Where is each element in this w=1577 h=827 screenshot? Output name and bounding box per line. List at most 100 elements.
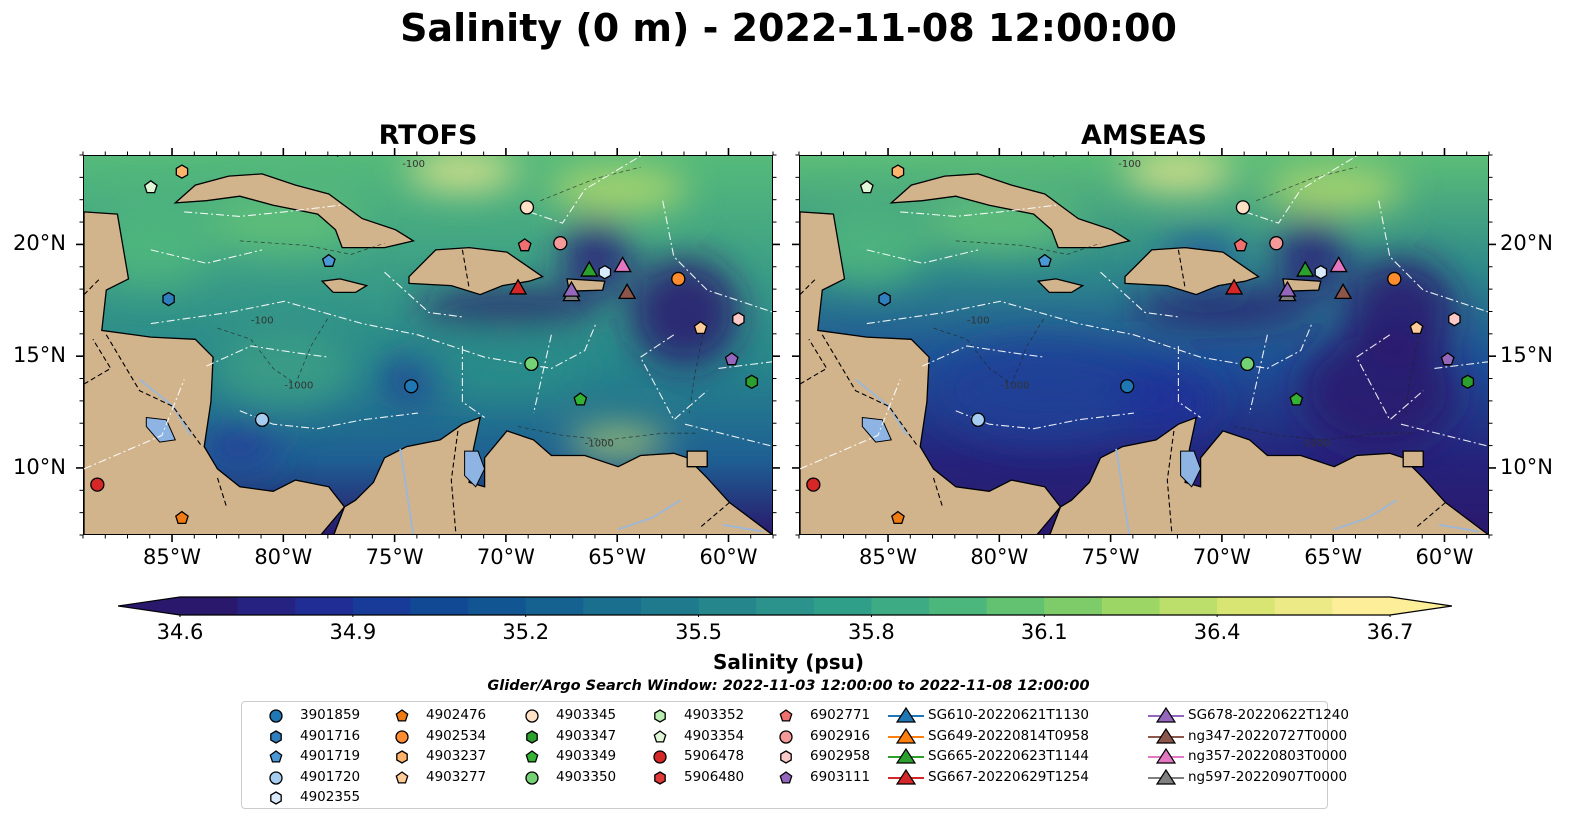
legend-marker	[653, 750, 667, 764]
legend-marker-shape[interactable]	[779, 770, 793, 784]
legend-marker-shape[interactable]	[525, 750, 539, 763]
legend-marker-shape[interactable]	[269, 709, 283, 723]
platform-SG678-20220622T1240[interactable]	[562, 280, 581, 297]
platform-5906478[interactable]	[90, 477, 105, 492]
platform-6902958[interactable]	[732, 311, 745, 327]
legend-label: SG665-20220623T1144	[928, 748, 1089, 764]
platform-SG667-20220629T1254[interactable]	[1224, 278, 1244, 295]
land-trinidad	[1402, 450, 1424, 468]
platform-4903350[interactable]	[1240, 356, 1255, 372]
colorbar	[117, 595, 1453, 617]
platform-ng357-20220803T0000[interactable]	[613, 256, 632, 273]
legend-marker-shape[interactable]	[526, 729, 538, 744]
platform-6902958[interactable]	[1448, 311, 1461, 327]
platform-4902534[interactable]	[671, 271, 686, 287]
contour-label: -100	[251, 316, 274, 327]
platform-4903347[interactable]	[745, 374, 759, 390]
platform-4903347[interactable]	[1461, 374, 1475, 390]
platform-SG665-20220623T1144[interactable]	[1296, 260, 1315, 277]
contour-label: -1000	[1000, 380, 1029, 391]
platform-4903237[interactable]	[175, 164, 189, 179]
colorbar-bin	[180, 597, 239, 615]
legend-marker-shape[interactable]	[269, 770, 283, 785]
platform-4903345[interactable]	[519, 200, 535, 215]
colorbar-bin	[871, 597, 930, 615]
platform-ng347-20220727T0000[interactable]	[1333, 282, 1353, 300]
platform-4901719[interactable]	[1037, 253, 1052, 267]
platform-SG667-20220629T1254[interactable]	[508, 278, 528, 295]
legend-marker-shape[interactable]	[653, 729, 667, 743]
platform-4903345[interactable]	[1235, 200, 1251, 215]
platform-3901859[interactable]	[404, 379, 419, 394]
platform-4903354[interactable]	[143, 179, 158, 194]
legend-marker-shape[interactable]	[779, 709, 793, 722]
legend-marker-shape[interactable]	[525, 770, 539, 785]
legend-marker-shape[interactable]	[525, 709, 539, 723]
lake-1	[861, 416, 893, 443]
legend-marker-shape[interactable]	[395, 729, 409, 744]
platform-3901859[interactable]	[1120, 379, 1135, 394]
legend-marker-shape[interactable]	[779, 729, 793, 744]
platform-6902771[interactable]	[1233, 238, 1248, 252]
legend-marker	[1148, 747, 1184, 764]
legend-marker	[395, 709, 409, 722]
platform-4903354[interactable]	[859, 179, 874, 194]
legend-marker	[653, 729, 667, 743]
platform-4902355[interactable]	[598, 264, 612, 280]
colorbar-bin	[986, 597, 1045, 615]
legend-marker-shape[interactable]	[653, 750, 667, 764]
legend-marker-shape[interactable]	[396, 750, 408, 764]
platform-4901720[interactable]	[254, 412, 270, 427]
bathymetry-contours	[933, 166, 1420, 441]
colorbar-bin	[295, 597, 354, 615]
colorbar-tick-label: 34.9	[329, 620, 377, 644]
lake-0	[464, 450, 486, 488]
legend-marker-shape[interactable]	[269, 750, 283, 763]
legend-marker-shape[interactable]	[780, 750, 792, 764]
platform-4903349[interactable]	[1289, 392, 1304, 406]
platform-4903349[interactable]	[573, 392, 588, 406]
platform-4903350[interactable]	[524, 356, 539, 372]
platform-4901719[interactable]	[321, 253, 336, 267]
map-amseas[interactable]: -100 -1000 -1000 -100	[799, 155, 1489, 535]
contour-label: -100	[967, 316, 990, 327]
platform-4902534[interactable]	[1387, 271, 1402, 287]
legend-marker-shape[interactable]	[270, 791, 282, 805]
lon-tick-label: 85°W	[143, 545, 202, 569]
legend-marker-shape[interactable]	[270, 729, 282, 744]
legend-marker-shape[interactable]	[654, 709, 666, 723]
colorbar-tick-label: 35.2	[502, 620, 550, 644]
platform-ng347-20220727T0000[interactable]	[617, 282, 637, 300]
salinity-patches	[90, 156, 740, 467]
platform-4902476[interactable]	[891, 510, 905, 525]
colorbar-tick-label: 34.6	[156, 620, 204, 644]
platform-6903111[interactable]	[724, 352, 739, 366]
platform-SG665-20220623T1144[interactable]	[580, 260, 599, 277]
legend-marker-shape[interactable]	[395, 709, 409, 722]
legend-label: 6902771	[810, 707, 871, 723]
platform-6902916[interactable]	[553, 236, 568, 251]
platform-6902771[interactable]	[517, 238, 532, 252]
legend-marker-shape[interactable]	[395, 770, 409, 784]
platform-6902916[interactable]	[1269, 236, 1284, 251]
platform-4901716[interactable]	[878, 291, 891, 307]
lake-0	[1180, 450, 1202, 488]
platform-SG678-20220622T1240[interactable]	[1278, 280, 1297, 297]
platform-4901720[interactable]	[970, 412, 986, 427]
platform-6903111[interactable]	[1440, 352, 1455, 366]
platform-4902355[interactable]	[1314, 264, 1328, 280]
legend-label: 4903277	[426, 768, 487, 785]
platform-4902476[interactable]	[175, 510, 189, 525]
platform-4903237[interactable]	[891, 164, 905, 179]
platform-4901716[interactable]	[162, 291, 175, 307]
lake-1	[145, 416, 177, 443]
platform-5906478[interactable]	[806, 477, 821, 492]
platform-ng357-20220803T0000[interactable]	[1329, 256, 1348, 273]
platform-4903277[interactable]	[1409, 320, 1424, 335]
platform-4903277[interactable]	[693, 320, 708, 335]
map-rtofs[interactable]: -100 -1000 -1000 -100	[83, 155, 773, 535]
search-window-title: Glider/Argo Search Window: 2022-11-03 12…	[487, 678, 1090, 694]
legend-marker	[1148, 727, 1184, 744]
legend-marker-shape[interactable]	[654, 770, 666, 785]
colorbar-extend-high	[1390, 597, 1452, 615]
